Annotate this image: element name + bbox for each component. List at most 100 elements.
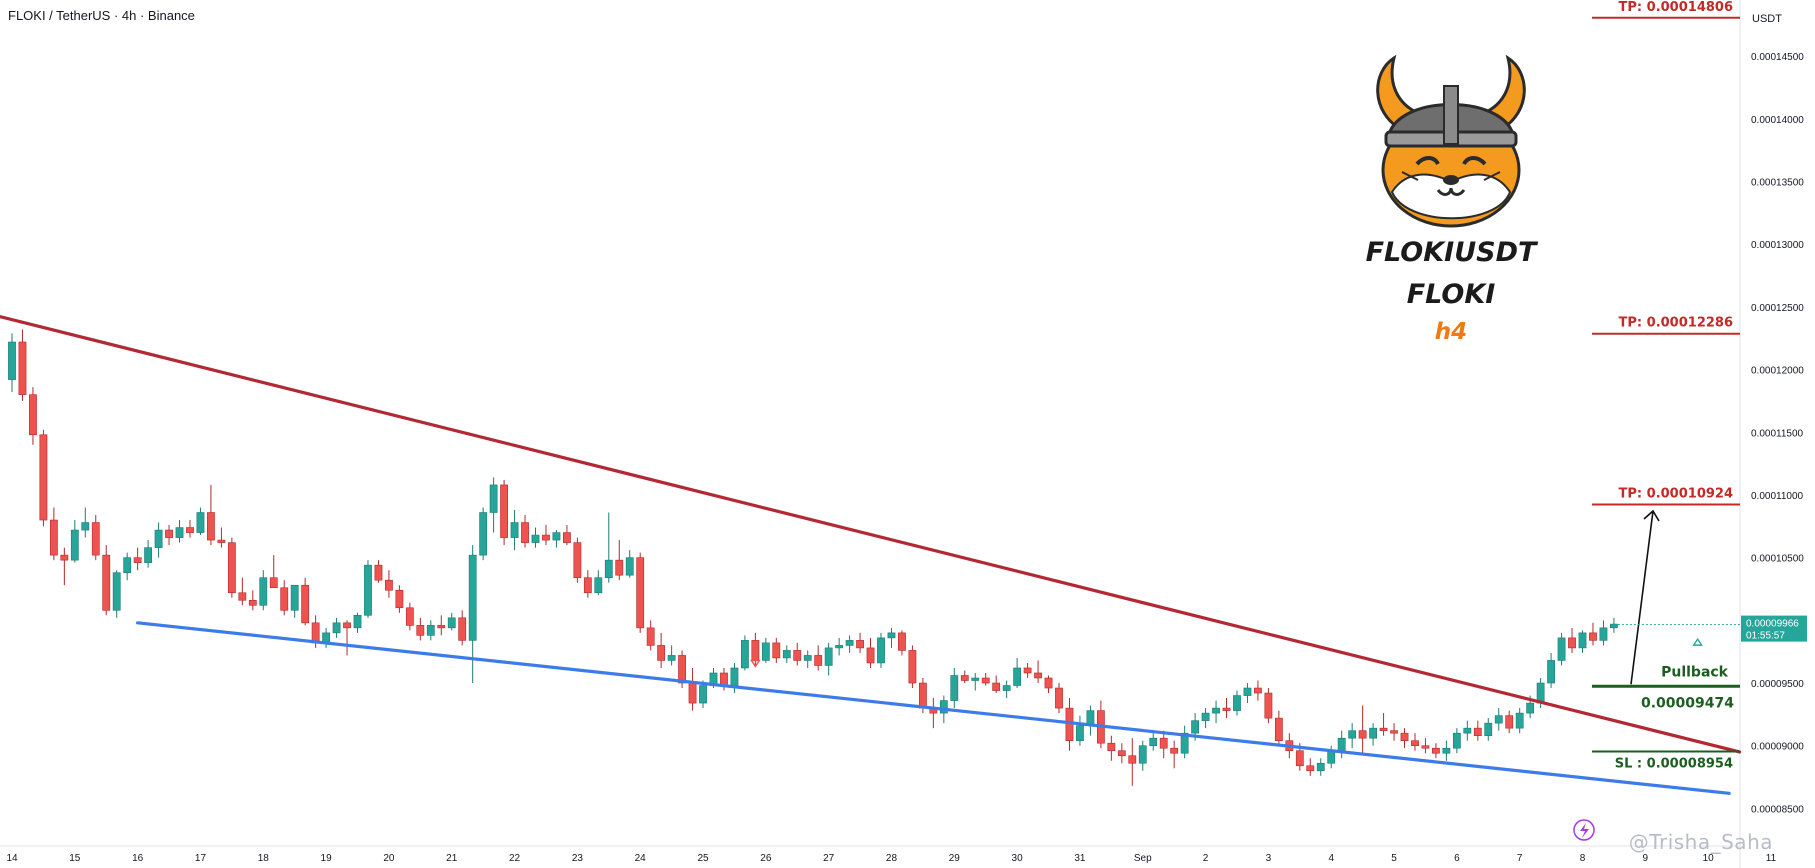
candle-body — [447, 617, 456, 629]
candle-body — [102, 554, 111, 611]
candle-body — [1243, 687, 1252, 696]
candle-body — [479, 512, 488, 556]
x-tick-label: 19 — [321, 853, 333, 864]
candle-body — [625, 557, 634, 576]
candle-body — [1222, 707, 1231, 711]
candle-body — [123, 557, 132, 573]
candle-body — [280, 587, 289, 611]
lightning-icon — [1573, 819, 1595, 841]
candle-body — [1526, 702, 1535, 714]
candle-body — [175, 527, 184, 538]
candle-body — [552, 532, 561, 541]
candle-body — [1274, 717, 1283, 741]
candle-body — [761, 642, 770, 661]
x-tick-label: 7 — [1517, 853, 1523, 864]
candle-body — [91, 522, 100, 556]
candle-body — [521, 522, 529, 543]
candle-body — [238, 592, 247, 601]
candle-body — [1494, 715, 1503, 724]
level-label: TP: 0.00010924 — [1619, 486, 1733, 501]
candle-body — [667, 655, 676, 661]
candle-body — [824, 647, 833, 666]
level-label: TP: 0.00014806 — [1619, 0, 1733, 15]
candle-body — [269, 577, 278, 589]
candle-body — [1578, 632, 1587, 649]
candle-body — [918, 682, 927, 709]
candle-body — [1201, 712, 1210, 721]
candle-body — [1055, 687, 1063, 709]
candle-body — [29, 394, 37, 436]
candle-body — [186, 527, 194, 533]
candle-body — [18, 341, 27, 395]
x-tick-label: 23 — [572, 853, 584, 864]
candle-body — [1589, 632, 1597, 641]
y-tick-label: 0.00014000 — [1751, 115, 1804, 126]
candle-body — [49, 519, 58, 556]
x-tick-label: 11 — [1766, 853, 1777, 864]
candle-body — [678, 655, 686, 684]
candle-body — [311, 622, 320, 644]
candle-body — [1547, 660, 1555, 684]
candle-body — [950, 675, 959, 701]
y-tick-label: 0.00010500 — [1751, 554, 1804, 565]
candle-body — [1369, 727, 1377, 739]
candle-body — [835, 645, 844, 649]
candle-body — [814, 655, 823, 666]
candle-body — [1138, 745, 1147, 764]
candle-body — [8, 341, 16, 380]
resistance-trendline — [0, 315, 1742, 754]
y-tick-label: 0.00013000 — [1751, 240, 1804, 251]
candle-body — [960, 675, 969, 681]
x-tick-label: 26 — [760, 853, 772, 864]
candle-body — [332, 622, 341, 634]
y-tick-label: 0.00011500 — [1751, 428, 1804, 439]
candle-body — [1076, 725, 1084, 741]
chart-title: FLOKI / TetherUS · 4h · Binance — [8, 8, 195, 23]
x-tick-label: 15 — [69, 853, 81, 864]
candle-body — [981, 677, 990, 684]
x-tick-label: 28 — [886, 853, 898, 864]
axis-currency-label: USDT — [1752, 13, 1782, 25]
buy-signal-marker — [1692, 637, 1703, 646]
level-value-label: 0.00009474 — [1641, 695, 1734, 711]
x-tick-label: 24 — [635, 853, 647, 864]
candle-body — [1149, 737, 1158, 747]
x-tick-label: 25 — [697, 853, 709, 864]
candle-body — [458, 617, 467, 641]
candle-body — [259, 577, 268, 606]
candle-body — [939, 700, 948, 714]
candle-body — [1233, 695, 1241, 711]
candle-body — [207, 512, 215, 541]
support-trendline — [136, 621, 1731, 795]
author-watermark: @Trisha_Saha — [1628, 830, 1773, 854]
projection-arrow — [1630, 510, 1654, 685]
candle-body — [374, 564, 383, 581]
candle-body — [688, 682, 697, 704]
last-price-value: 0.00009966 — [1746, 619, 1799, 630]
candle-body — [133, 557, 142, 563]
y-tick-label: 0.00009000 — [1751, 742, 1804, 753]
candle-body — [887, 632, 896, 639]
x-tick-label: 16 — [132, 853, 144, 864]
candle-body — [803, 655, 812, 661]
candle-body — [1327, 750, 1336, 764]
candle-body — [1159, 737, 1168, 749]
candle-body — [1610, 623, 1618, 629]
level-label: TP: 0.00012286 — [1619, 316, 1733, 331]
candle-body — [1180, 732, 1189, 754]
candle-body — [573, 542, 582, 579]
candle-body — [227, 542, 236, 594]
y-tick-label: 0.00011000 — [1751, 491, 1804, 502]
candle-body — [1557, 637, 1566, 661]
candle-body — [437, 625, 446, 629]
brand-pair: FLOKIUSDT — [1365, 237, 1537, 268]
candle-body — [353, 615, 362, 629]
x-tick-label: 18 — [258, 853, 270, 864]
candle-body — [646, 627, 655, 646]
candle-body — [1264, 692, 1273, 719]
candle-body — [856, 640, 864, 649]
candle-body — [1432, 747, 1440, 754]
y-tick-label: 0.00008500 — [1751, 804, 1804, 815]
candle-body — [343, 622, 351, 629]
